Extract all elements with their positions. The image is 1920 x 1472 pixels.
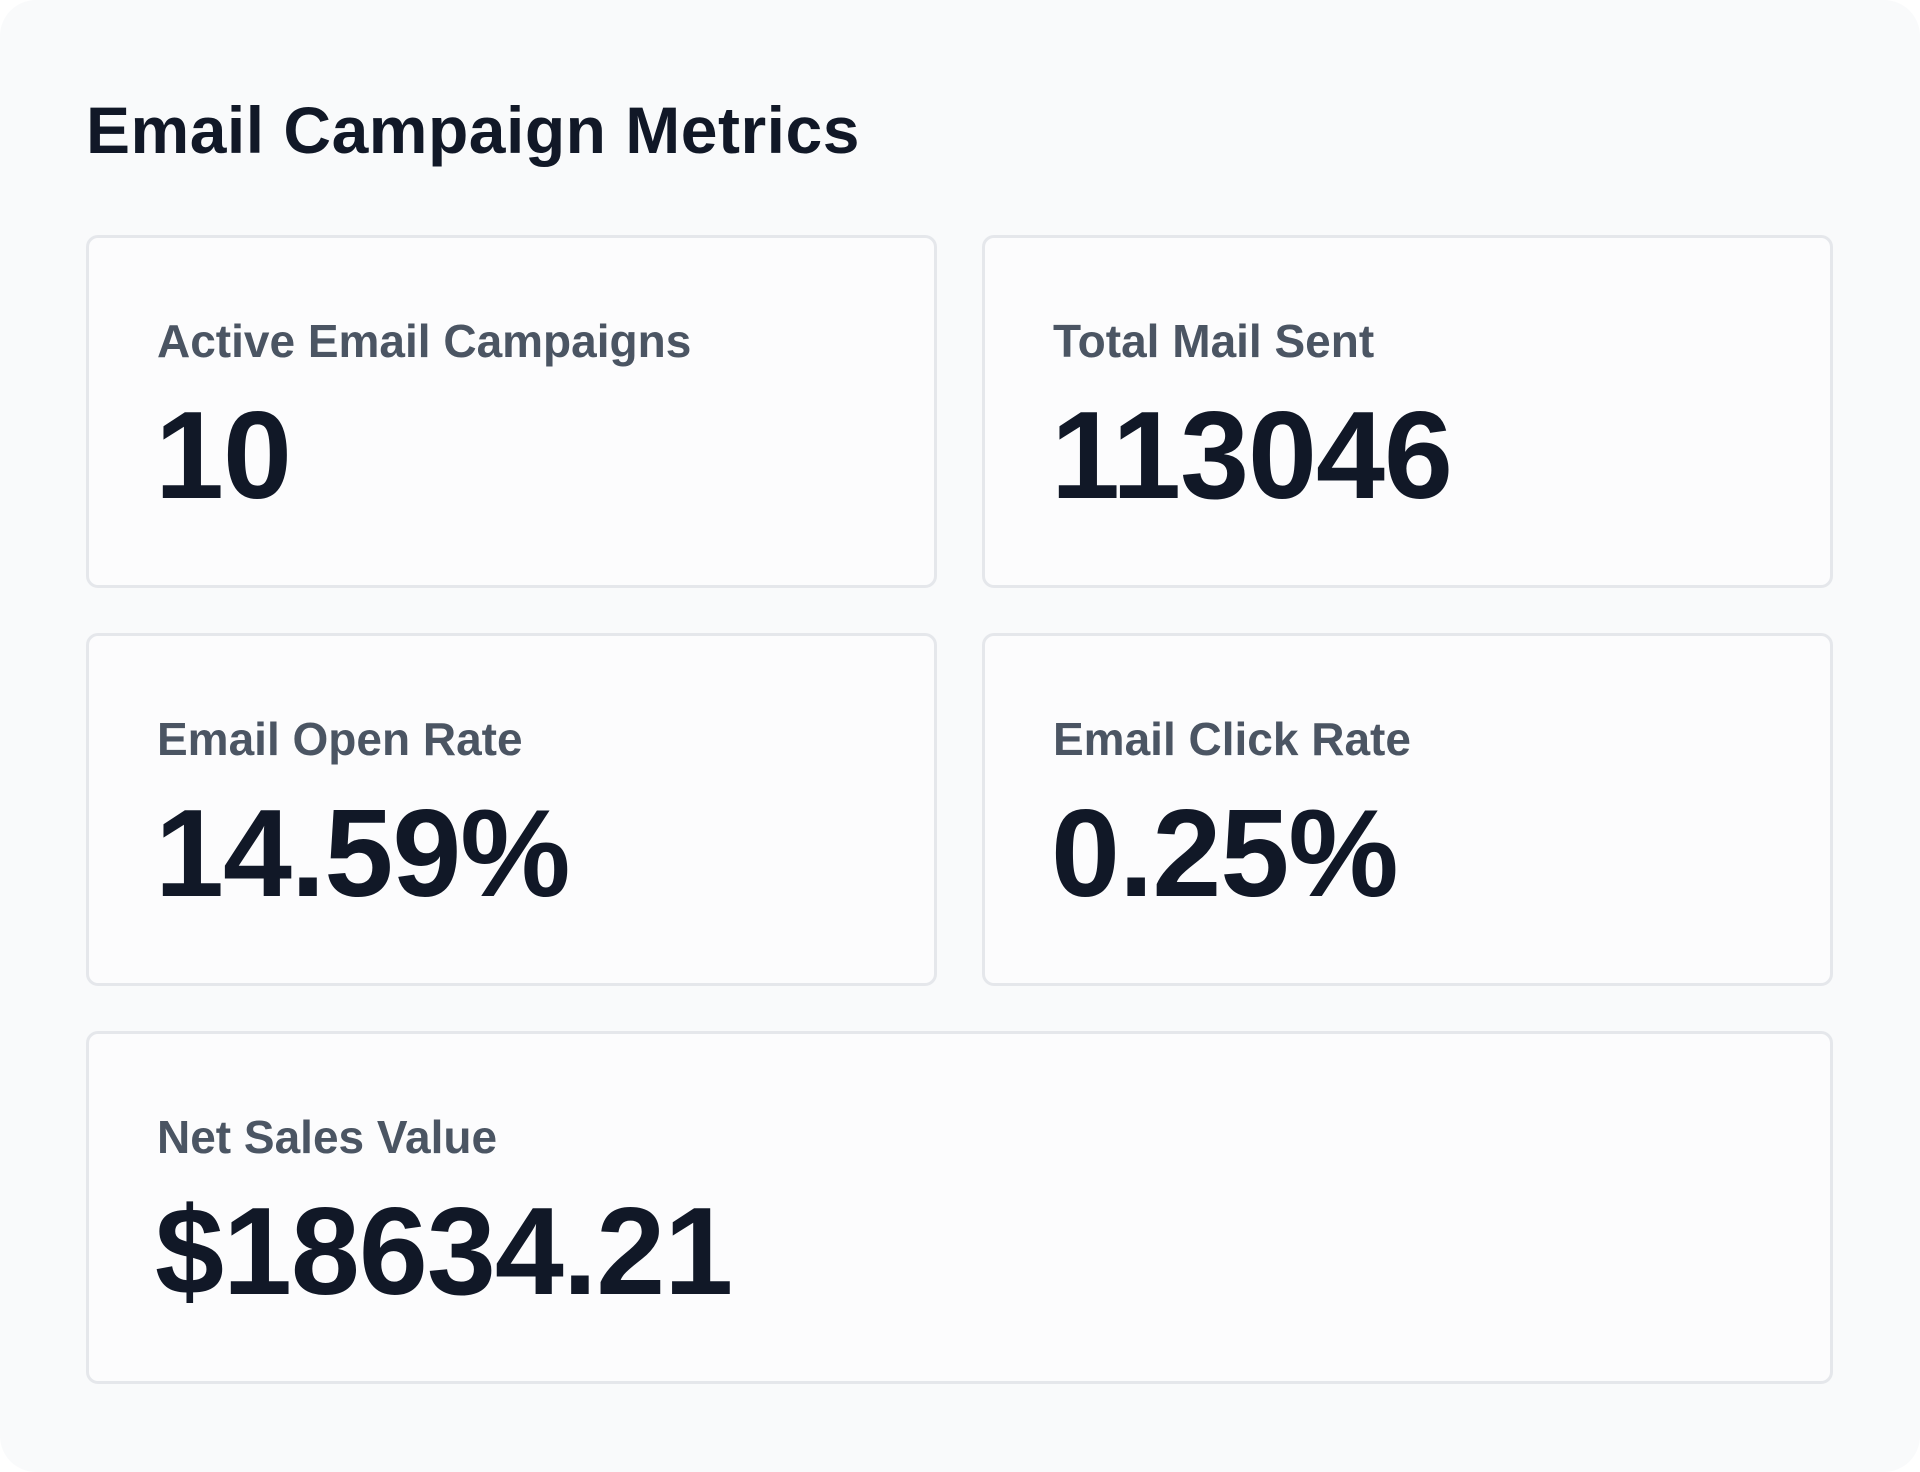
metric-card: Total Mail Sent 113046 xyxy=(982,235,1833,588)
metric-value: 0.25% xyxy=(1051,785,1399,923)
metric-label: Total Mail Sent xyxy=(1053,315,1375,367)
metric-card: Net Sales Value $18634.21 xyxy=(86,1031,1833,1384)
panel-title: Email Campaign Metrics xyxy=(86,93,860,167)
metric-label: Email Open Rate xyxy=(157,713,523,765)
metric-label: Active Email Campaigns xyxy=(157,315,692,367)
metric-label: Net Sales Value xyxy=(157,1111,498,1163)
metric-value: 10 xyxy=(155,387,292,525)
metric-value: 14.59% xyxy=(155,785,571,923)
metric-label: Email Click Rate xyxy=(1053,713,1411,765)
metric-card: Email Click Rate 0.25% xyxy=(982,633,1833,986)
metric-card: Email Open Rate 14.59% xyxy=(86,633,937,986)
metric-value: 113046 xyxy=(1051,387,1453,525)
metric-card: Active Email Campaigns 10 xyxy=(86,235,937,588)
metric-value: $18634.21 xyxy=(155,1183,733,1321)
